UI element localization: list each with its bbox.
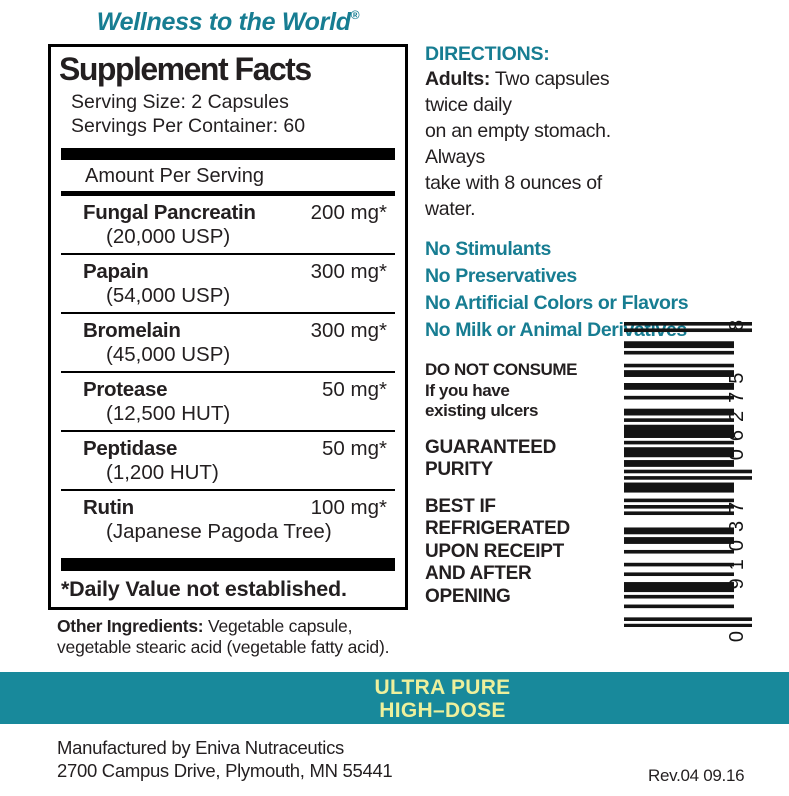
barcode-bars-graphic — [624, 322, 752, 627]
claim-no-preservatives: No Preservatives — [425, 265, 577, 287]
ingredient-amount: 300 mg* — [310, 319, 387, 342]
guaranteed-purity: GUARANTEED PURITY — [425, 436, 557, 480]
ingredient-name: Bromelain — [83, 319, 181, 342]
ingredient-name: Protease — [83, 378, 168, 401]
do-not-consume-warning: DO NOT CONSUME If you have existing ulce… — [425, 360, 578, 420]
ingredient-detail: (Japanese Pagoda Tree) — [106, 520, 332, 543]
band-line-ultra-pure: ULTRA PURE — [374, 676, 511, 699]
divider-thick-bottom — [61, 558, 395, 571]
best-if-refrigerated: BEST IF REFRIGERATED UPON RECEIPT AND AF… — [425, 495, 570, 607]
supplement-facts-title: Supplement Facts — [59, 51, 312, 87]
ingredient-amount: 300 mg* — [310, 260, 387, 283]
amount-per-serving-header: Amount Per Serving — [85, 165, 264, 187]
ingredient-amount: 50 mg* — [322, 437, 387, 460]
claim-no-stimulants: No Stimulants — [425, 238, 551, 260]
revision-number: Rev.04 09.16 — [648, 766, 745, 785]
divider-thin — [61, 312, 395, 314]
other-ingredients: Other Ingredients: Vegetable capsule, ve… — [57, 616, 409, 658]
ingredient-amount: 100 mg* — [310, 496, 387, 519]
ingredient-row: Papain 300 mg* (54,000 USP) — [61, 255, 395, 314]
ingredient-name: Rutin — [83, 496, 134, 519]
barcode-digits: 0 91037 06275 8 — [726, 311, 748, 643]
directions-text: Two capsules twice daily on an empty sto… — [425, 68, 611, 220]
claims-list: No Stimulants No Preservatives No Artifi… — [425, 236, 689, 344]
ingredient-row: Protease 50 mg* (12,500 HUT) — [61, 373, 395, 432]
other-ingredients-text: Vegetable capsule, vegetable stearic aci… — [57, 616, 390, 657]
ingredient-detail: (12,500 HUT) — [106, 402, 231, 425]
divider-medium — [61, 191, 395, 196]
ingredient-detail: (54,000 USP) — [106, 284, 231, 307]
brand-tagline-text: Wellness to the World — [96, 8, 351, 36]
ingredient-amount: 50 mg* — [322, 378, 387, 401]
brand-tagline: Wellness to the World® — [48, 8, 408, 37]
band-line-high-dose: HIGH–DOSE — [379, 699, 506, 722]
adults-label: Adults: — [425, 68, 491, 90]
ingredient-name: Papain — [83, 260, 149, 283]
ingredient-detail: (1,200 HUT) — [106, 461, 219, 484]
ingredient-name: Fungal Pancreatin — [83, 201, 256, 224]
ingredient-row: Bromelain 300 mg* (45,000 USP) — [61, 314, 395, 373]
ingredient-amount: 200 mg* — [310, 201, 387, 224]
directions-heading: DIRECTIONS: — [425, 43, 550, 65]
manufacturer-info: Manufactured by Eniva Nutraceutics 2700 … — [57, 736, 393, 782]
ingredient-detail: (20,000 USP) — [106, 225, 231, 248]
divider-thick-top — [61, 148, 395, 160]
ingredient-detail: (45,000 USP) — [106, 343, 231, 366]
registered-trademark-symbol: ® — [350, 7, 360, 22]
daily-value-footnote: *Daily Value not established. — [61, 577, 347, 601]
right-column: DIRECTIONS: Adults: Two capsules twice d… — [425, 42, 689, 608]
serving-size: Serving Size: 2 Capsules — [71, 91, 289, 113]
ingredient-row: Fungal Pancreatin 200 mg* (20,000 USP) — [61, 196, 395, 255]
upc-barcode: 0 91037 06275 8 — [620, 290, 780, 665]
directions-body: Adults: Two capsules twice daily on an e… — [425, 66, 637, 222]
manufacturer-line1: Manufactured by Eniva Nutraceutics — [57, 737, 344, 758]
servings-per-container: Servings Per Container: 60 — [71, 115, 306, 137]
divider-thin — [61, 430, 395, 432]
divider-thin — [61, 253, 395, 255]
ingredient-row: Rutin 100 mg* (Japanese Pagoda Tree) — [61, 491, 395, 544]
ingredient-row: Peptidase 50 mg* (1,200 HUT) — [61, 432, 395, 491]
divider-thin — [61, 489, 395, 491]
manufacturer-line2: 2700 Campus Drive, Plymouth, MN 55441 — [57, 760, 393, 781]
claim-no-milk: No Milk or Animal Derivatives — [425, 319, 687, 341]
ingredient-name: Peptidase — [83, 437, 178, 460]
product-claim-band: ULTRA PURE HIGH–DOSE — [0, 672, 789, 724]
divider-thin — [61, 371, 395, 373]
claim-no-artificial: No Artificial Colors or Flavors — [425, 292, 689, 314]
other-ingredients-label: Other Ingredients: — [57, 616, 204, 636]
supplement-facts-panel: Supplement Facts Serving Size: 2 Capsule… — [48, 44, 408, 610]
